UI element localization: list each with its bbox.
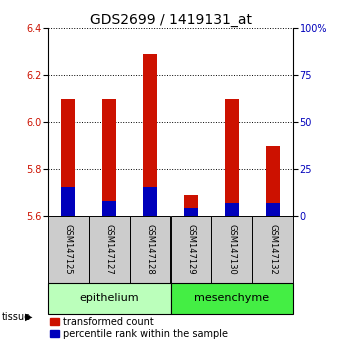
Bar (225, 99, 239, 216)
Bar (225, 203, 239, 216)
Bar (252, 216, 293, 283)
Title: GDS2699 / 1419131_at: GDS2699 / 1419131_at (89, 13, 252, 27)
Text: GSM147127: GSM147127 (105, 224, 114, 275)
Text: GSM147128: GSM147128 (146, 224, 154, 275)
Text: GSM147129: GSM147129 (187, 224, 195, 275)
Bar (143, 187, 157, 216)
Bar (61, 99, 75, 216)
Text: mesenchyme: mesenchyme (194, 293, 269, 303)
Bar (130, 216, 170, 283)
Bar (184, 208, 198, 216)
Text: ▶: ▶ (25, 312, 32, 322)
Bar (170, 216, 211, 283)
Text: GSM147132: GSM147132 (268, 224, 277, 275)
Text: GSM147130: GSM147130 (227, 224, 236, 275)
Bar (211, 216, 252, 283)
Bar (143, 54, 157, 216)
Bar (266, 203, 280, 216)
Bar (184, 195, 198, 216)
Text: GSM147125: GSM147125 (64, 224, 73, 275)
Bar (266, 146, 280, 216)
Bar (48, 216, 89, 283)
Bar (89, 216, 130, 283)
Bar (102, 99, 116, 216)
Bar (102, 201, 116, 216)
Bar (170, 283, 293, 314)
Legend: transformed count, percentile rank within the sample: transformed count, percentile rank withi… (50, 316, 228, 339)
Text: tissue: tissue (2, 312, 31, 322)
Bar (61, 187, 75, 216)
Text: epithelium: epithelium (79, 293, 139, 303)
Bar (48, 283, 170, 314)
